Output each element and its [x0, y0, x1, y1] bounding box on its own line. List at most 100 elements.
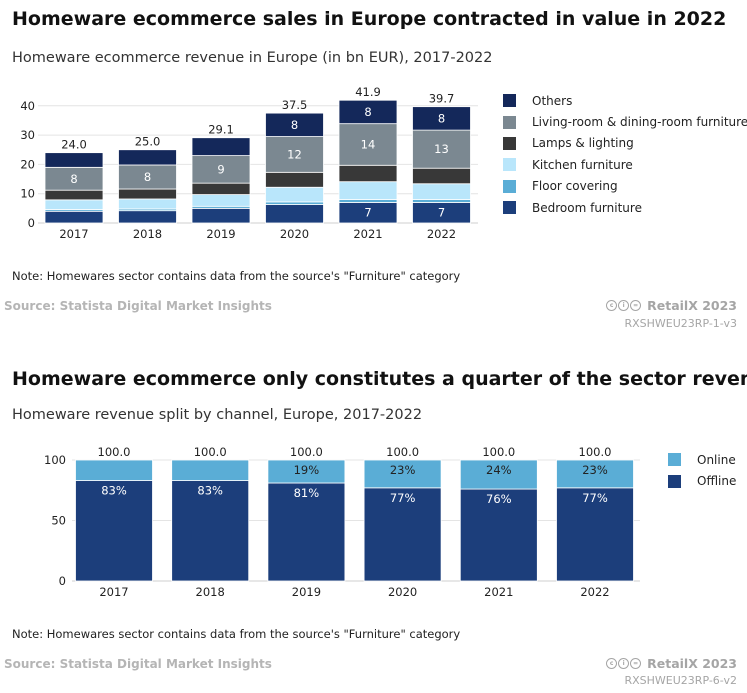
chart1-data-label: 8 [70, 172, 77, 186]
chart1-legend-swatch [503, 115, 516, 129]
chart1-legend-label: Kitchen furniture [532, 157, 633, 172]
chart1-note: Note: Homewares sector contains data fro… [12, 269, 461, 283]
chart1-y-tick-label: 40 [20, 99, 35, 113]
chart1-bar-kitchen-2018 [118, 198, 177, 210]
chart1-legend-item-kitchen: Kitchen furniture [503, 154, 747, 175]
chart1-bar-living-2018 [118, 164, 177, 190]
chart1-legend-label: Bedroom furniture [532, 200, 642, 215]
chart2-note: Note: Homewares sector contains data fro… [12, 627, 461, 641]
chart2-x-tick-label: 2017 [99, 585, 128, 599]
creative-commons-icon: c i = [606, 658, 642, 669]
chart2-bar-online-2018 [171, 459, 250, 481]
chart2-total-label: 100.0 [386, 445, 419, 459]
chart1-total-label: 37.5 [282, 98, 308, 112]
chart1-legend-label: Living-room & dining-room furniture [532, 115, 747, 130]
chart2-data-label: 77% [582, 491, 608, 505]
chart1-legend-item-lamps: Lamps & lighting [503, 133, 747, 154]
chart1-legend-label: Floor covering [532, 179, 618, 194]
chart1-data-label: 14 [361, 137, 376, 151]
chart1-legend-swatch [503, 201, 516, 215]
chart1-legend: Others Living-room & dining-room furnitur… [503, 90, 747, 218]
chart1-data-label: 8 [438, 111, 445, 125]
chart1-legend-item-living: Living-room & dining-room furniture [503, 111, 747, 132]
chart1-data-label: 13 [434, 142, 449, 156]
chart2-legend-item-online: Online [668, 449, 736, 470]
chart2-data-label: 23% [582, 463, 608, 477]
chart2-total-label: 100.0 [482, 445, 515, 459]
chart1-y-tick-label: 10 [20, 187, 35, 201]
chart2-bar-online-2022 [556, 459, 634, 489]
chart1-legend-swatch [503, 136, 516, 150]
chart2-brand-label: RetailX 2023 [647, 656, 737, 671]
chart2-data-label: 76% [486, 492, 512, 506]
chart1-legend-label: Others [532, 93, 573, 108]
chart2-total-label: 100.0 [579, 445, 612, 459]
chart1-bar-floor-2022 [412, 199, 471, 203]
chart2-total-label: 100.0 [194, 445, 227, 459]
chart2-bar-offline-2019 [267, 482, 346, 582]
chart1-bar-others-2019 [191, 137, 251, 157]
chart2-data-label: 83% [101, 484, 127, 498]
chart1-legend-swatch [503, 94, 516, 108]
chart2-source: Source: Statista Digital Market Insights [4, 657, 272, 671]
chart2-total-label: 100.0 [98, 445, 131, 459]
chart1-legend-item-others: Others [503, 90, 747, 111]
chart2-bar-offline-2018 [171, 480, 250, 582]
chart2-data-label: 19% [294, 463, 320, 477]
chart2-total-label: 100.0 [290, 445, 323, 459]
chart1-y-tick-label: 0 [28, 216, 35, 230]
chart1-total-label: 24.0 [61, 138, 87, 152]
chart1-x-tick-label: 2018 [133, 227, 162, 241]
chart2-data-label: 24% [486, 463, 512, 477]
chart1-data-label: 7 [364, 206, 371, 220]
chart1-bar-bedroom-2019 [191, 207, 251, 224]
chart1-source: Source: Statista Digital Market Insights [4, 299, 272, 313]
chart1-bar-kitchen-2020 [265, 186, 324, 203]
chart1-brand-label: RetailX 2023 [647, 298, 737, 313]
chart1-bar-others-2018 [118, 149, 177, 166]
chart1-bar-living-2019 [191, 155, 251, 184]
chart1-legend-item-bedroom: Bedroom furniture [503, 197, 747, 218]
chart1-bar-lamps-2022 [412, 167, 471, 185]
chart1-bar-floor-2021 [338, 199, 398, 203]
chart1-x-tick-label: 2021 [353, 227, 382, 241]
chart1-y-tick-label: 30 [20, 128, 35, 142]
chart1-data-label: 8 [291, 118, 298, 132]
chart1-data-label: 8 [144, 170, 151, 184]
chart2-plot: 0 50 100 83% 100.0 2017 83% 100.0 2018 81% 19% 100.… [44, 445, 640, 599]
chart2-bar-offline-2017 [75, 480, 153, 582]
chart1-bar-kitchen-2022 [412, 183, 471, 200]
chart1-x-tick-label: 2022 [427, 227, 456, 241]
chart1-data-label: 12 [287, 147, 302, 161]
chart1-legend-swatch [503, 158, 516, 172]
creative-commons-icon: c i = [606, 300, 642, 311]
chart2-x-tick-label: 2019 [292, 585, 321, 599]
chart2-title: Homeware ecommerce only constitutes a qu… [12, 368, 747, 390]
chart1-y-tick-label: 20 [20, 157, 35, 171]
chart2-bar-online-2017 [75, 459, 153, 481]
chart2-data-label: 77% [390, 491, 416, 505]
chart1-bar-lamps-2020 [265, 171, 324, 188]
chart1-data-label: 9 [217, 162, 224, 176]
chart2-data-label: 83% [197, 484, 223, 498]
chart2-brand: c i = RetailX 2023 [606, 656, 737, 671]
chart1-bar-living-2021 [338, 123, 398, 166]
chart2-x-tick-label: 2018 [196, 585, 225, 599]
chart2-bar-offline-2021 [459, 488, 538, 582]
chart1-bar-lamps-2019 [191, 182, 251, 195]
chart2-code: RXSHWEU23RP-6-v2 [624, 674, 738, 687]
chart2-legend-label: Offline [697, 474, 737, 489]
chart2-y-tick-label: 100 [44, 453, 66, 467]
chart2-x-tick-label: 2022 [580, 585, 609, 599]
chart2-legend: Online Offline [668, 449, 736, 492]
chart1-bar-others-2020 [265, 112, 324, 137]
chart2-bar-offline-2022 [556, 487, 634, 582]
chart1-x-tick-label: 2019 [206, 227, 235, 241]
chart2-subtitle: Homeware revenue split by channel, Europ… [12, 407, 423, 423]
chart2-data-label: 23% [390, 463, 416, 477]
chart1-total-label: 29.1 [208, 123, 234, 137]
chart2-x-tick-label: 2020 [388, 585, 417, 599]
chart2-legend-item-offline: Offline [668, 470, 736, 491]
chart2-y-tick-label: 0 [59, 574, 66, 588]
chart2-bar-online-2020 [363, 459, 442, 489]
